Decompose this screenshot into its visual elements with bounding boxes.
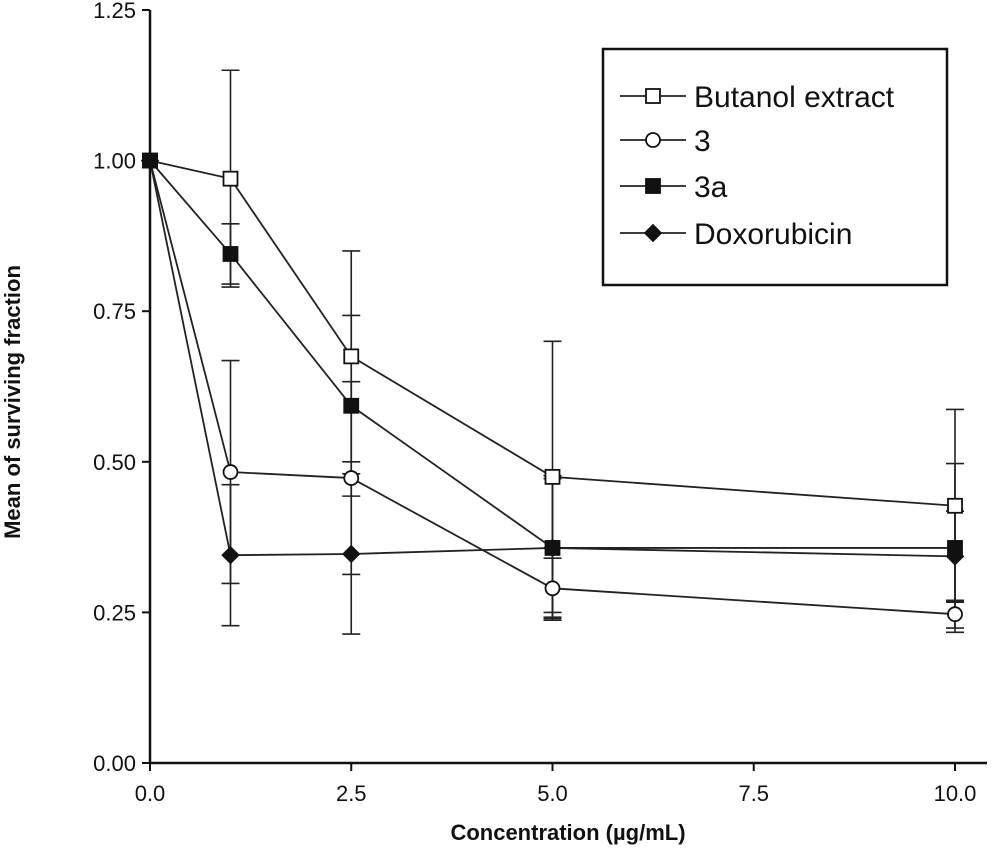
doxorubicin-point bbox=[543, 538, 562, 558]
butanol-extract-point bbox=[947, 497, 963, 514]
butanol-extract-point bbox=[222, 170, 239, 187]
3a-point bbox=[343, 397, 360, 414]
y-tick-label: 1.25 bbox=[93, 0, 136, 23]
3-point bbox=[222, 464, 239, 480]
3-point bbox=[947, 606, 963, 623]
y-tick-label: 0.00 bbox=[93, 751, 136, 776]
y-axis-title: Mean of surviving fraction bbox=[0, 265, 25, 539]
axes bbox=[148, 10, 987, 765]
legend-label-3a: 3a bbox=[694, 171, 728, 204]
x-axis-title: Concentration (µg/mL) bbox=[450, 820, 685, 845]
doxorubicin-point bbox=[945, 547, 965, 566]
legend: Butanol extract 3 3a Doxorubicin bbox=[601, 47, 949, 287]
butanol-extract-point bbox=[544, 468, 561, 485]
x-tick-label: 7.5 bbox=[738, 781, 769, 806]
doxorubicin-point bbox=[221, 545, 240, 565]
legend-label-3: 3 bbox=[694, 125, 711, 158]
butanol-extract-point bbox=[343, 348, 360, 365]
y-ticks: 0.00 0.25 0.50 0.75 1.00 1.25 bbox=[93, 0, 150, 776]
x-ticks: 0.0 2.5 5.0 7.5 10.0 bbox=[135, 763, 977, 806]
3-point bbox=[343, 470, 360, 486]
3-point bbox=[544, 580, 561, 597]
legend-marker-3a bbox=[645, 178, 661, 194]
y-tick-label: 0.50 bbox=[93, 450, 136, 475]
legend-marker-butanol-extract bbox=[645, 88, 661, 104]
y-tick-label: 1.00 bbox=[93, 149, 136, 174]
x-tick-label: 0.0 bbox=[135, 781, 166, 806]
y-tick-label: 0.25 bbox=[93, 600, 136, 625]
legend-marker-3 bbox=[645, 132, 661, 148]
doxorubicin-point bbox=[342, 544, 361, 564]
x-tick-label: 10.0 bbox=[934, 781, 977, 806]
x-tick-label: 5.0 bbox=[537, 781, 568, 806]
x-tick-label: 2.5 bbox=[336, 781, 367, 806]
series-markers bbox=[140, 151, 965, 623]
y-tick-label: 0.75 bbox=[93, 299, 136, 324]
3a-point bbox=[222, 246, 239, 262]
legend-label-butanol-extract: Butanol extract bbox=[694, 81, 895, 114]
legend-marker-doxorubicin bbox=[643, 223, 663, 243]
legend-label-doxorubicin: Doxorubicin bbox=[694, 218, 852, 251]
